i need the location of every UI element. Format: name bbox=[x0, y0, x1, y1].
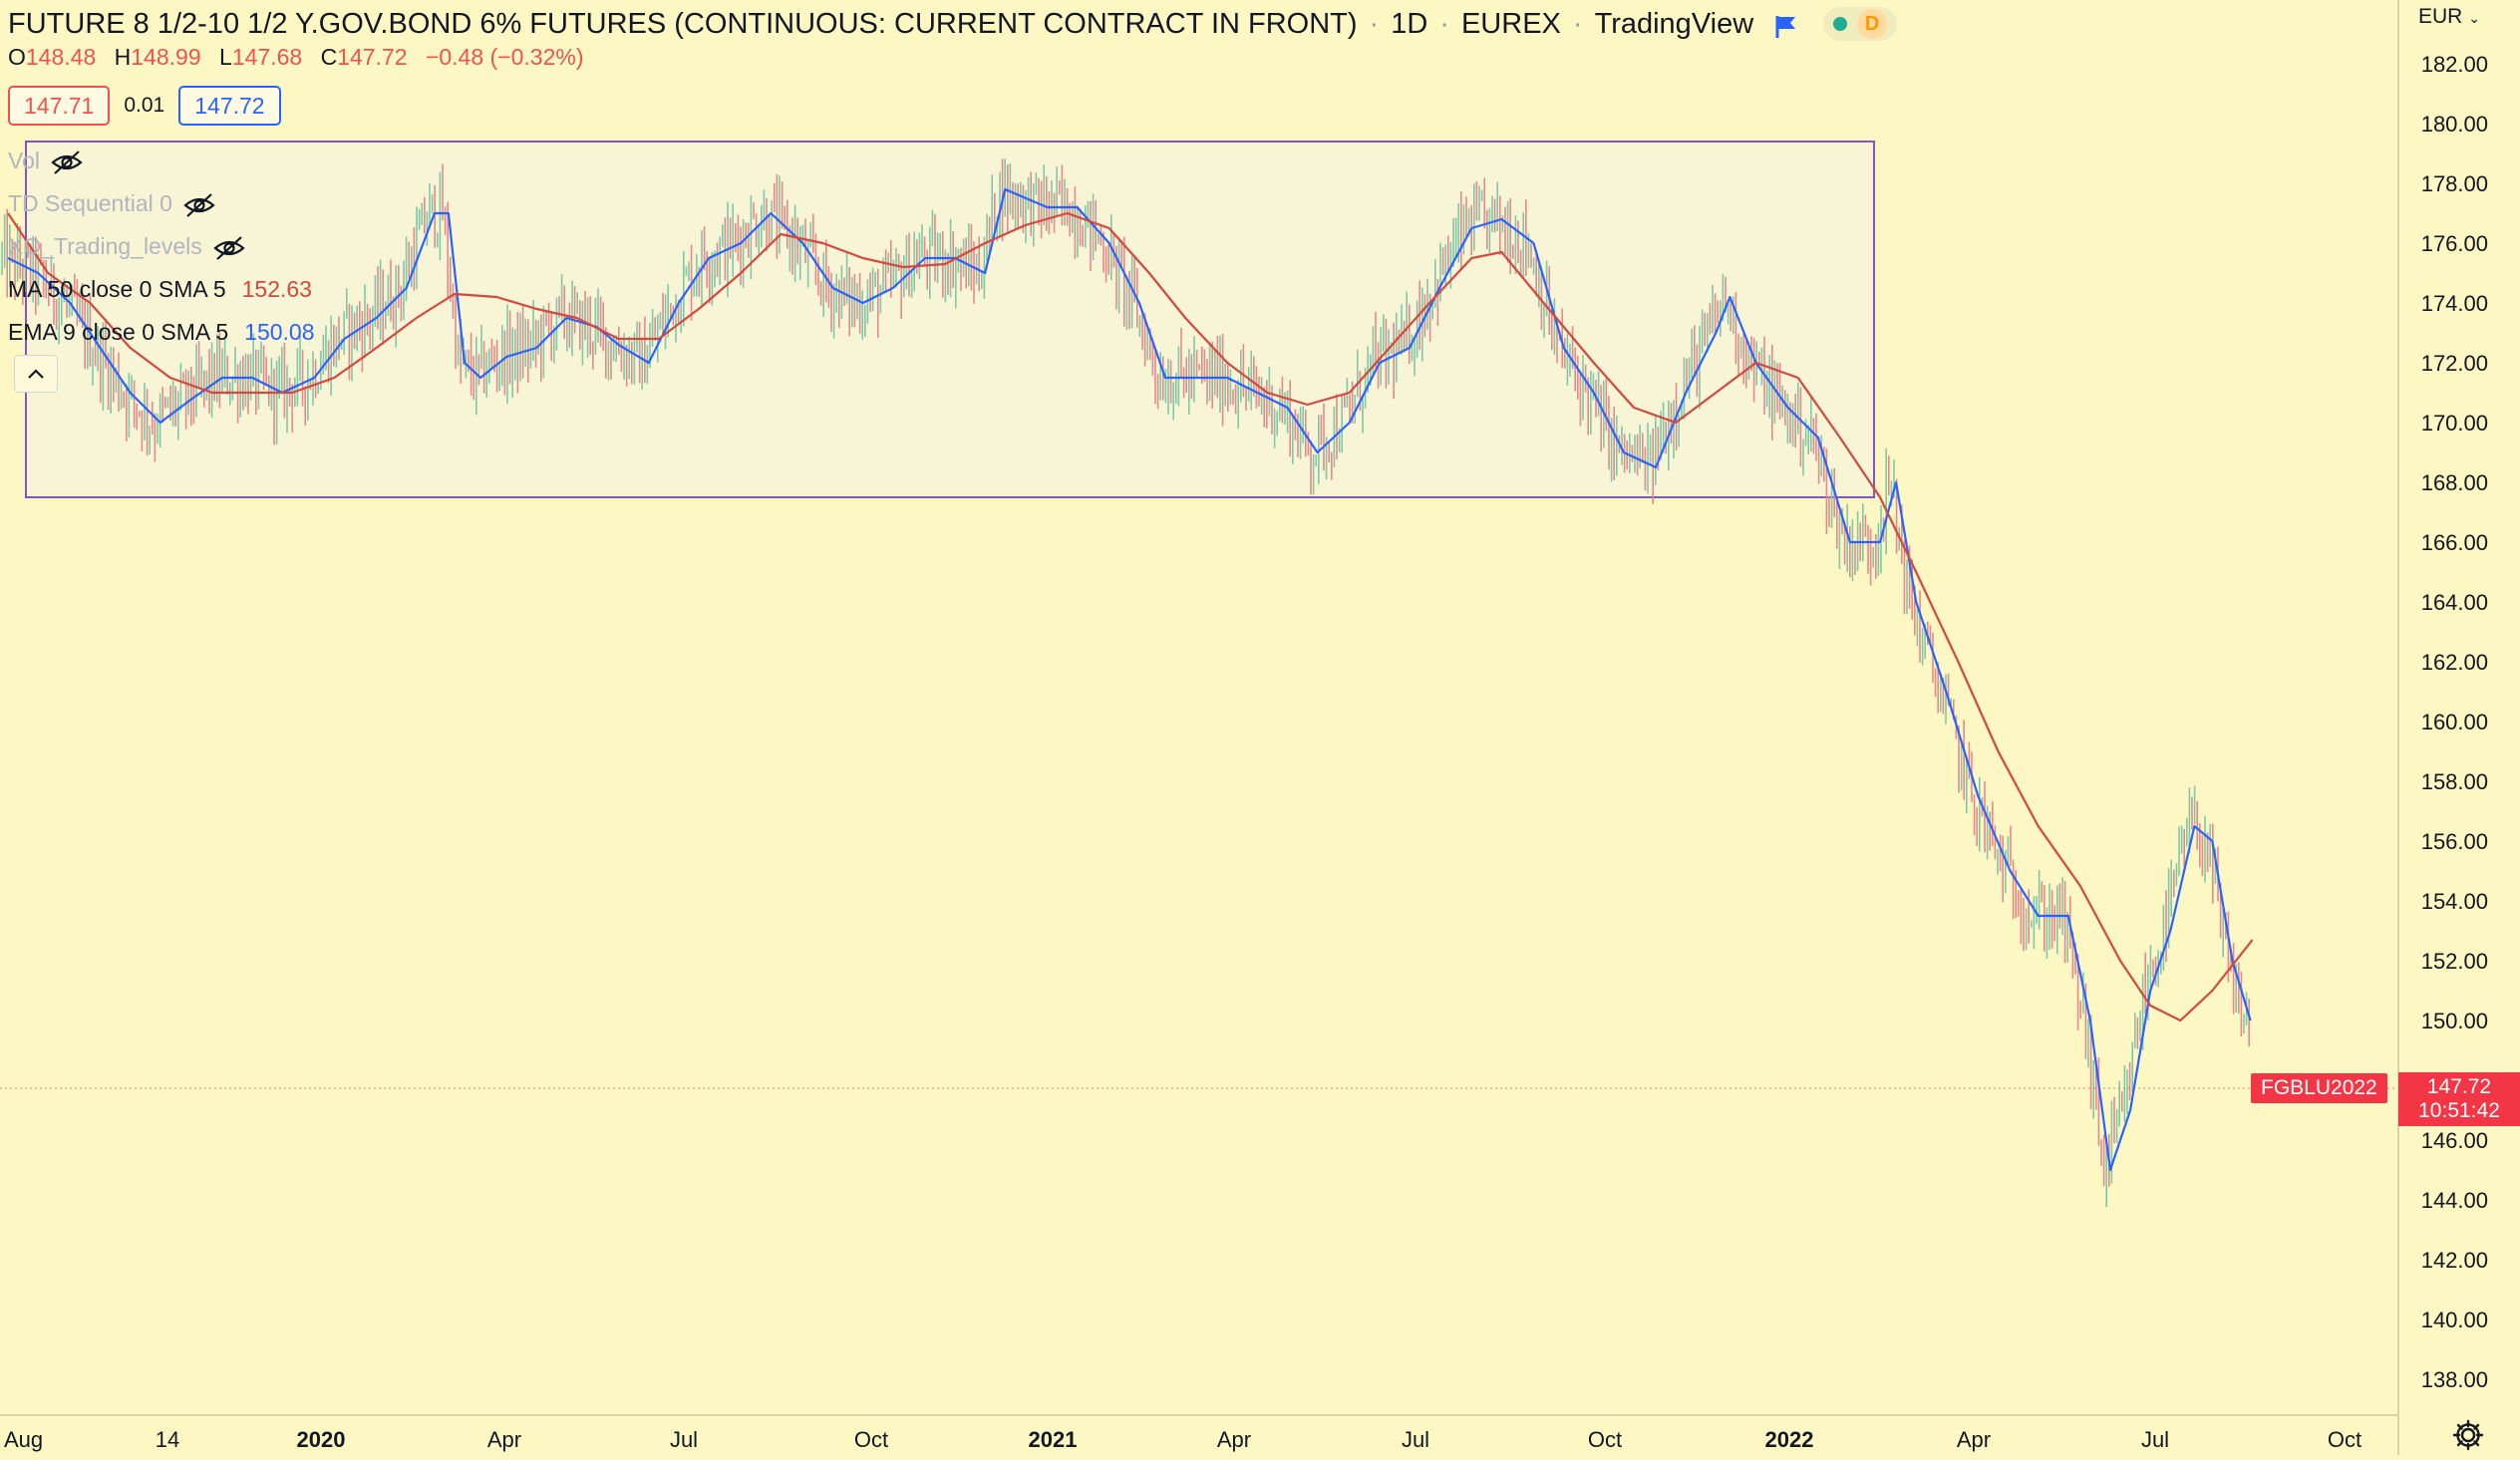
ma-50-line bbox=[7, 211, 2254, 1022]
price-axis-label: 178.00 bbox=[2421, 171, 2488, 196]
time-axis-label: Jul bbox=[670, 1427, 698, 1452]
time-axis-label: Apr bbox=[487, 1427, 521, 1452]
indicator-value: 152.63 bbox=[241, 276, 312, 302]
indicator-ema9[interactable]: EMA 9 close 0 SMA 5 150.08 bbox=[8, 311, 315, 354]
change-value: −0.48 (−0.32%) bbox=[425, 44, 584, 70]
price-axis-label: 182.00 bbox=[2421, 52, 2488, 77]
indicator-vol[interactable]: Vol bbox=[8, 140, 315, 182]
spread-value: 0.01 bbox=[124, 94, 165, 117]
gear-icon bbox=[2452, 1419, 2484, 1451]
high-value: 148.99 bbox=[131, 44, 201, 70]
ema-9-line bbox=[7, 187, 2252, 1172]
eye-crossed-icon[interactable] bbox=[50, 147, 84, 175]
delayed-data-badge[interactable]: D bbox=[1857, 9, 1888, 39]
indicator-name: MA 50 close 0 SMA 5 bbox=[8, 276, 226, 302]
high-label: H bbox=[114, 44, 132, 70]
time-axis-label: Aug bbox=[4, 1427, 43, 1452]
indicator-ma50[interactable]: MA 50 close 0 SMA 5 152.63 bbox=[8, 268, 315, 311]
last-price-value: 147.72 bbox=[2426, 1075, 2492, 1098]
price-axis-label: 170.00 bbox=[2421, 411, 2488, 436]
time-axis-label: Jul bbox=[2141, 1427, 2169, 1452]
price-axis-label: 172.00 bbox=[2421, 351, 2488, 376]
price-axis-label: 152.00 bbox=[2421, 949, 2488, 974]
flag-icon[interactable] bbox=[1773, 11, 1799, 38]
time-axis[interactable]: Aug 14 2020 Apr Jul Oct 2021 Apr Jul Oct 2022 Apr Ju… bbox=[4, 1427, 2362, 1452]
eye-crossed-icon[interactable] bbox=[182, 190, 216, 218]
price-axis-label: 144.00 bbox=[2421, 1188, 2488, 1213]
price-axis-label: 158.00 bbox=[2421, 769, 2488, 794]
open-label: O bbox=[8, 44, 26, 70]
time-axis-label: 2020 bbox=[297, 1427, 346, 1452]
eye-crossed-icon[interactable] bbox=[212, 233, 246, 261]
provider-label: TradingView bbox=[1594, 8, 1754, 40]
ohlc-readout: O148.48 H148.99 L147.68 C147.72 −0.48 (−… bbox=[8, 44, 596, 71]
market-status-pill[interactable]: D bbox=[1823, 7, 1898, 41]
chevron-up-icon bbox=[28, 369, 44, 379]
interval-label[interactable]: 1D bbox=[1391, 8, 1428, 40]
time-axis-label: 14 bbox=[156, 1427, 179, 1452]
indicator-legend: Vol TD Sequential 0 XO_Trading_levels MA… bbox=[8, 140, 315, 354]
low-label: L bbox=[219, 44, 232, 70]
time-axis-label: Apr bbox=[1217, 1427, 1251, 1452]
price-axis-label: 154.00 bbox=[2421, 889, 2488, 914]
indicator-td-sequential[interactable]: TD Sequential 0 bbox=[8, 182, 315, 225]
indicator-value: 150.08 bbox=[244, 319, 315, 345]
symbol-last-label: FGBLU2022 bbox=[2251, 1073, 2387, 1103]
low-value: 147.68 bbox=[231, 44, 303, 70]
separator-dot: · bbox=[1572, 8, 1583, 40]
last-price-tag: 147.72 10:51:42 bbox=[2398, 1072, 2520, 1126]
indicator-name: XO_Trading_levels bbox=[8, 233, 202, 259]
price-axis[interactable]: 182.00 180.00 178.00 176.00 174.00 172.00 170.… bbox=[2421, 52, 2488, 1392]
time-axis-label: Jul bbox=[1402, 1427, 1429, 1452]
time-axis-label: 2022 bbox=[1765, 1427, 1814, 1452]
currency-selector[interactable]: EUR ⌄ bbox=[2418, 0, 2480, 34]
indicator-name: Vol bbox=[8, 147, 40, 173]
time-axis-label: Oct bbox=[1588, 1427, 1622, 1452]
order-panel: 147.71 0.01 147.72 bbox=[8, 86, 281, 126]
time-axis-label: 2021 bbox=[1029, 1427, 1078, 1452]
close-label: C bbox=[320, 44, 338, 70]
range-box-rect[interactable] bbox=[25, 141, 1875, 498]
symbol-header[interactable]: FUTURE 8 1/2-10 1/2 Y.GOV.BOND 6% FUTURE… bbox=[8, 4, 1898, 44]
range-box[interactable] bbox=[25, 141, 1875, 498]
price-axis-label: 142.00 bbox=[2421, 1248, 2488, 1273]
price-axis-label: 138.00 bbox=[2421, 1367, 2488, 1392]
exchange-label: EUREX bbox=[1460, 8, 1561, 40]
close-value: 147.72 bbox=[337, 44, 408, 70]
bar-countdown: 10:51:42 bbox=[2418, 1099, 2500, 1122]
price-axis-label: 164.00 bbox=[2421, 590, 2488, 615]
buy-button[interactable]: 147.72 bbox=[178, 86, 281, 126]
price-axis-label: 162.00 bbox=[2421, 650, 2488, 675]
open-value: 148.48 bbox=[25, 44, 97, 70]
sell-button[interactable]: 147.71 bbox=[8, 86, 111, 126]
price-axis-label: 150.00 bbox=[2421, 1009, 2488, 1033]
market-open-dot-icon bbox=[1833, 17, 1848, 31]
currency-label: EUR bbox=[2418, 5, 2463, 28]
price-axis-label: 160.00 bbox=[2421, 710, 2488, 734]
price-axis-label: 180.00 bbox=[2421, 112, 2488, 137]
symbol-title[interactable]: FUTURE 8 1/2-10 1/2 Y.GOV.BOND 6% FUTURE… bbox=[8, 8, 1358, 40]
price-axis-label: 146.00 bbox=[2421, 1128, 2488, 1153]
indicator-lines bbox=[7, 187, 2254, 1172]
chevron-down-icon: ⌄ bbox=[2468, 10, 2480, 26]
indicator-name: TD Sequential 0 bbox=[8, 190, 172, 216]
price-axis-label: 176.00 bbox=[2421, 231, 2488, 256]
indicator-xo-trading-levels[interactable]: XO_Trading_levels bbox=[8, 225, 315, 268]
settings-button[interactable] bbox=[2448, 1415, 2488, 1455]
time-axis-label: Oct bbox=[2328, 1427, 2362, 1452]
price-axis-label: 174.00 bbox=[2421, 291, 2488, 316]
price-axis-label: 140.00 bbox=[2421, 1308, 2488, 1332]
price-axis-label: 166.00 bbox=[2421, 530, 2488, 555]
time-axis-label: Oct bbox=[854, 1427, 888, 1452]
time-axis-label: Apr bbox=[1957, 1427, 1991, 1452]
collapse-legend-button[interactable] bbox=[14, 355, 58, 393]
price-axis-label: 156.00 bbox=[2421, 829, 2488, 854]
separator-dot: · bbox=[1439, 8, 1449, 40]
indicator-name: EMA 9 close 0 SMA 5 bbox=[8, 319, 229, 345]
price-axis-label: 168.00 bbox=[2421, 470, 2488, 495]
separator-dot: · bbox=[1369, 8, 1380, 40]
